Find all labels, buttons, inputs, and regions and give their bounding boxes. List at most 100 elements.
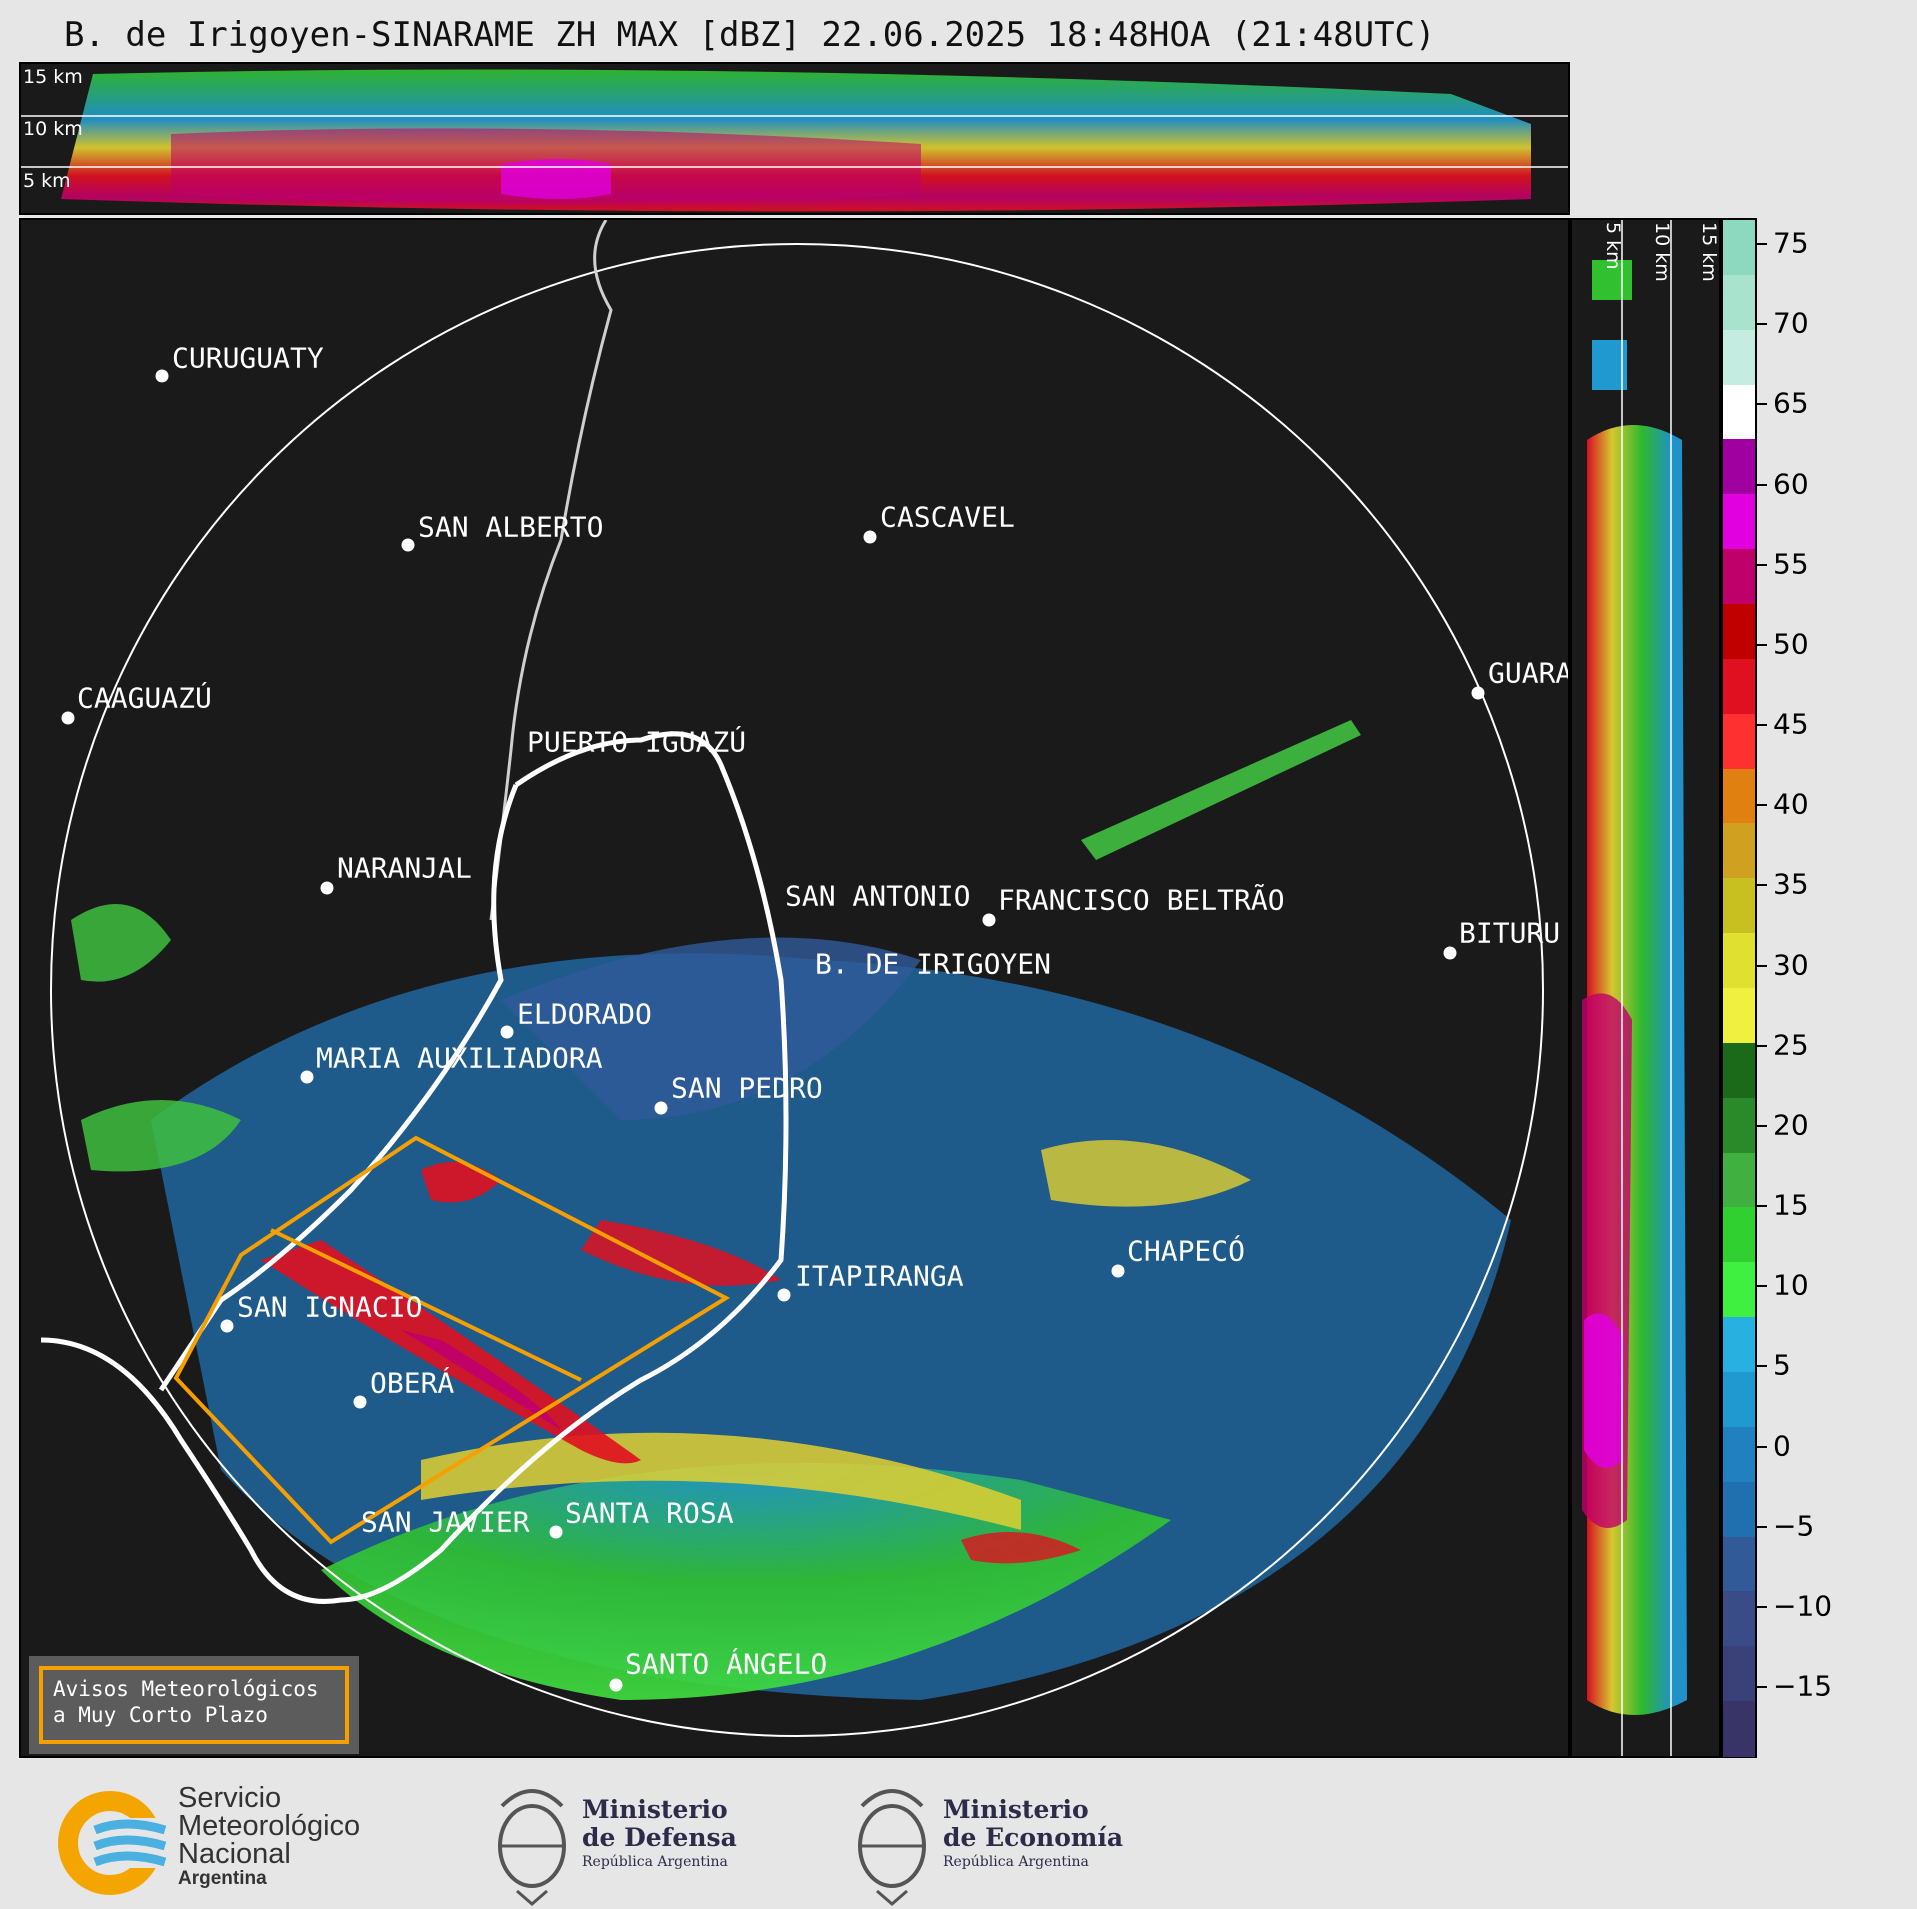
- top-cross-section-echo: [21, 69, 1568, 212]
- defensa-line3: República Argentina: [582, 1854, 728, 1870]
- city-dot-cascavel: [863, 530, 877, 544]
- radar-map: CURUGUATY SAN ALBERTO CASCAVEL CAAGUAZÚ …: [19, 218, 1570, 1758]
- city-label-san-alberto: SAN ALBERTO: [418, 510, 604, 544]
- city-label-b-de-irigoyen: B. DE IRIGOYEN: [815, 947, 1052, 981]
- city-dot-caaguazu: [61, 711, 75, 725]
- colorbar-segment: [1723, 604, 1755, 660]
- smn-logo-icon: [58, 1791, 175, 1895]
- colorbar-segment: [1723, 658, 1755, 715]
- city-dot-san-alberto: [401, 538, 415, 552]
- colorbar-segment: [1723, 220, 1755, 276]
- city-label-santa-rosa: SANTA ROSA: [565, 1496, 734, 1530]
- colorbar-tick: [1757, 964, 1767, 967]
- colorbar-tick-label: 10: [1773, 1268, 1809, 1302]
- colorbar-segment: [1723, 1262, 1755, 1319]
- avisos-line2: a Muy Corto Plazo: [53, 1703, 268, 1727]
- colorbar-segment: [1723, 1536, 1755, 1593]
- city-dot-eldorado: [500, 1025, 514, 1039]
- colorbar-tick-label: 50: [1773, 627, 1809, 661]
- colorbar-segment: [1723, 1042, 1755, 1099]
- colorbar-tick-label: 15: [1773, 1188, 1809, 1222]
- smn-line3: Nacional: [178, 1838, 291, 1870]
- city-label-curuguaty: CURUGUATY: [172, 341, 324, 375]
- city-label-francisco-beltrao: FRANCISCO BELTRÃO: [998, 883, 1285, 917]
- colorbar-tick: [1757, 1525, 1767, 1528]
- city-dot-san-ignacio: [220, 1319, 234, 1333]
- city-dot-bituru: [1443, 946, 1457, 960]
- defensa-coat-of-arms-icon: [498, 1789, 566, 1906]
- colorbar-tick: [1757, 483, 1767, 486]
- colorbar-tick-label: 65: [1773, 386, 1809, 420]
- defensa-line1: Ministerio: [582, 1795, 728, 1824]
- city-label-chapeco: CHAPECÓ: [1127, 1234, 1246, 1268]
- colorbar-tick: [1757, 243, 1767, 245]
- city-label-san-antonio: SAN ANTONIO: [785, 879, 971, 913]
- city-label-obera: OBERÁ: [370, 1366, 455, 1400]
- city-dot-maria-auxiliadora: [300, 1070, 314, 1084]
- smn-logo-text: Servicio Meteorológico Nacional Argentin…: [178, 1784, 360, 1890]
- economia-coat-of-arms-icon: [858, 1789, 926, 1906]
- defensa-line2: de Defensa: [582, 1823, 737, 1852]
- defensa-logo-text: Ministerio de Defensa República Argentin…: [582, 1796, 737, 1872]
- height-label-10km: 10 km: [23, 118, 83, 140]
- colorbar-segment: [1723, 988, 1755, 1044]
- city-label-naranjal: NARANJAL: [337, 851, 472, 885]
- city-dot-santo-angelo: [609, 1678, 623, 1692]
- side-cross-section-panel: 5 km 10 km 15 km: [1570, 218, 1721, 1758]
- city-label-itapiranga: ITAPIRANGA: [795, 1259, 964, 1293]
- city-dot-guara: [1471, 686, 1485, 700]
- smn-line1: Servicio: [178, 1782, 282, 1814]
- colorbar-tick-label: 5: [1773, 1348, 1791, 1382]
- colorbar-segment: [1723, 713, 1755, 770]
- avisos-box: Avisos Meteorológicos a Muy Corto Plazo: [29, 1656, 359, 1754]
- colorbar-tick: [1757, 804, 1767, 807]
- city-dot-francisco-beltrao: [982, 913, 996, 927]
- city-label-san-pedro: SAN PEDRO: [671, 1071, 823, 1105]
- city-label-san-javier: SAN JAVIER: [361, 1505, 530, 1539]
- smn-line4: Argentina: [178, 1868, 267, 1889]
- colorbar-tick-label: 40: [1773, 787, 1809, 821]
- colorbar-segment: [1723, 1207, 1755, 1264]
- colorbar-segment: [1723, 1152, 1755, 1209]
- city-label-eldorado: ELDORADO: [517, 997, 652, 1031]
- colorbar-tick-label: 75: [1773, 226, 1809, 260]
- colorbar-segment: [1723, 768, 1755, 825]
- colorbar-tick-label: 55: [1773, 547, 1809, 581]
- height-label-5km: 5 km: [23, 170, 71, 192]
- colorbar-tick-label: 35: [1773, 867, 1809, 901]
- colorbar-tick: [1757, 1686, 1767, 1688]
- city-label-caaguazu: CAAGUAZÚ: [77, 681, 212, 715]
- economia-logo-text: Ministerio de Economía República Argenti…: [943, 1796, 1123, 1872]
- colorbar-tick: [1757, 1124, 1767, 1127]
- city-dot-curuguaty: [155, 369, 169, 383]
- side-height-label-10km: 10 km: [1651, 222, 1673, 282]
- colorbar-segment: [1723, 1701, 1755, 1757]
- side-height-label-15km: 15 km: [1698, 222, 1720, 282]
- colorbar-tick-label: −10: [1773, 1589, 1833, 1623]
- colorbar-tick-label: −15: [1773, 1669, 1833, 1703]
- colorbar-segment: [1723, 329, 1755, 386]
- dbz-colorbar-ticks: 75 70 65 60 55 50 45 40 35 30 25 20 15 10 5 0 −5 −10 −15: [1757, 218, 1877, 1758]
- avisos-legend: Avisos Meteorológicos a Muy Corto Plazo: [39, 1666, 349, 1744]
- colorbar-tick: [1757, 1445, 1767, 1448]
- top-cross-section-panel: 15 km 10 km 5 km: [19, 62, 1570, 215]
- city-label-santo-angelo: SANTO ÁNGELO: [625, 1647, 828, 1681]
- colorbar-tick: [1757, 643, 1767, 646]
- colorbar-tick-label: 0: [1773, 1429, 1791, 1462]
- colorbar-segment: [1723, 878, 1755, 935]
- colorbar-segment: [1723, 1426, 1755, 1483]
- footer: Servicio Meteorológico Nacional Argentin…: [0, 1760, 1917, 1909]
- colorbar-tick: [1757, 1044, 1767, 1047]
- colorbar-tick: [1757, 1205, 1767, 1207]
- dbz-colorbar: [1721, 218, 1757, 1758]
- colorbar-segment: [1723, 274, 1755, 331]
- colorbar-segment: [1723, 1591, 1755, 1648]
- side-height-label-5km: 5 km: [1602, 222, 1624, 270]
- colorbar-tick: [1757, 724, 1767, 726]
- smn-line2: Meteorológico: [178, 1810, 361, 1842]
- city-label-puerto-iguazu: PUERTO IGUAZÚ: [527, 725, 747, 759]
- colorbar-segment: [1723, 1646, 1755, 1703]
- colorbar-tick: [1757, 884, 1767, 887]
- city-label-san-ignacio: SAN IGNACIO: [237, 1290, 423, 1324]
- colorbar-segment: [1723, 1372, 1755, 1428]
